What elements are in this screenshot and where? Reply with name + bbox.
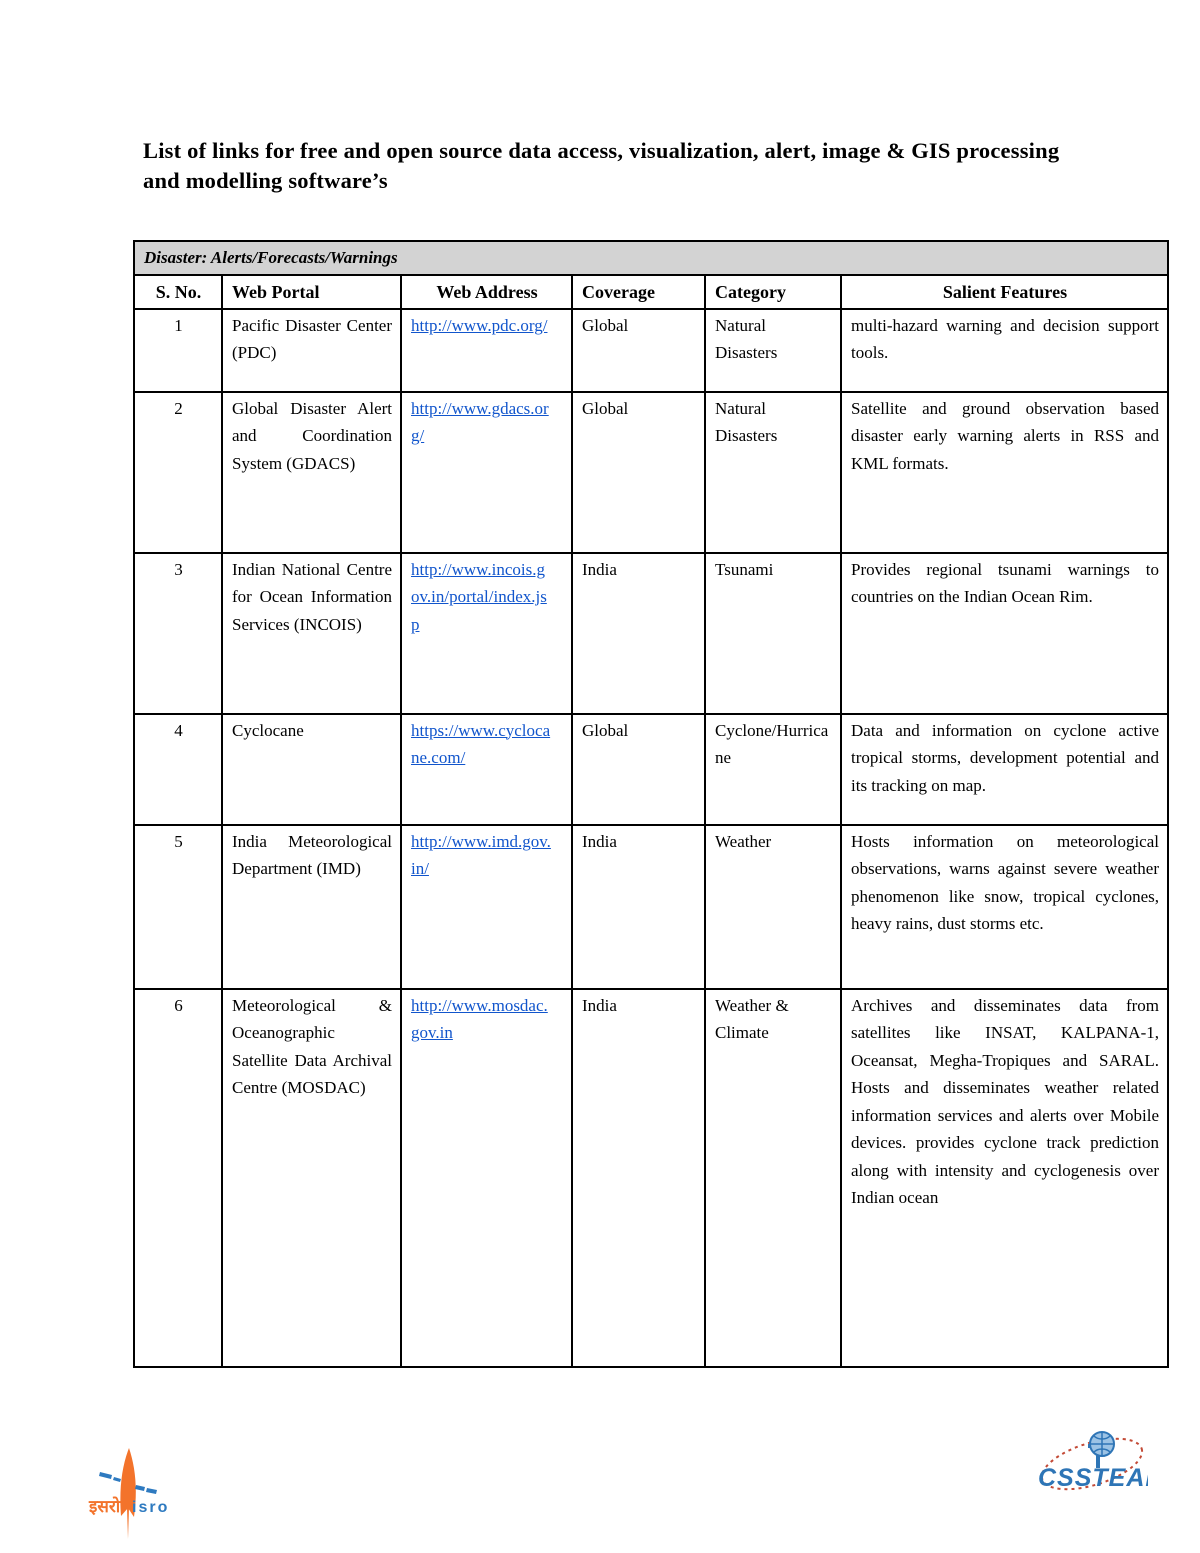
isro-latin-text: isro (132, 1499, 168, 1516)
cell-portal: Meteorological & Oceanographic Satellite… (221, 987, 402, 1368)
col-header-coverage: Coverage (571, 273, 706, 310)
col-header-portal: Web Portal (221, 273, 402, 310)
cell-address: http://www.gdacs.org/ (400, 390, 573, 554)
web-address-link[interactable]: http://www.mosdac.gov.in (411, 995, 548, 1043)
cell-coverage: India (571, 551, 706, 715)
cell-category: Natural Disasters (704, 307, 842, 393)
isro-hindi-text: इसरो (88, 1496, 121, 1516)
cell-category: Natural Disasters (704, 390, 842, 554)
table-row: 4 Cyclocane https://www.cyclocane.com/ G… (133, 712, 1169, 826)
web-address-link[interactable]: http://www.imd.gov.in/ (411, 831, 551, 879)
cell-sno: 3 (133, 551, 223, 715)
col-header-sno: S. No. (133, 273, 223, 310)
col-header-address: Web Address (400, 273, 573, 310)
cell-address: https://www.cyclocane.com/ (400, 712, 573, 826)
cell-features: Satellite and ground observation based d… (840, 390, 1169, 554)
cell-address: http://www.mosdac.gov.in (400, 987, 573, 1368)
links-table-container: Disaster: Alerts/Forecasts/Warnings S. N… (133, 240, 1169, 1368)
cell-coverage: India (571, 987, 706, 1368)
table-caption: Disaster: Alerts/Forecasts/Warnings (133, 240, 1169, 276)
cell-address: http://www.pdc.org/ (400, 307, 573, 393)
cell-coverage: India (571, 823, 706, 990)
isro-logo: इसरो isro (88, 1448, 168, 1539)
cell-category: Cyclone/Hurricane (704, 712, 842, 826)
cell-sno: 4 (133, 712, 223, 826)
cell-category: Weather (704, 823, 842, 990)
table-row: 5 India Meteorological Department (IMD) … (133, 823, 1169, 990)
cell-address: http://www.imd.gov.in/ (400, 823, 573, 990)
page-title: List of links for free and open source d… (143, 138, 1060, 193)
cell-address: http://www.incois.gov.in/portal/index.js… (400, 551, 573, 715)
cell-portal: Cyclocane (221, 712, 402, 826)
cell-portal: Pacific Disaster Center (PDC) (221, 307, 402, 393)
cell-coverage: Global (571, 390, 706, 554)
cell-sno: 5 (133, 823, 223, 990)
table-row: 1 Pacific Disaster Center (PDC) http://w… (133, 307, 1169, 393)
table-row: 2 Global Disaster Alert and Coordination… (133, 390, 1169, 554)
links-table: Disaster: Alerts/Forecasts/Warnings S. N… (133, 240, 1169, 1368)
cell-category: Tsunami (704, 551, 842, 715)
isro-rocket-flame-icon (127, 1508, 129, 1539)
isro-satellite-panels-icon (99, 1472, 157, 1494)
cssteap-text: CSSTEAP (1038, 1464, 1148, 1492)
cell-category: Weather & Climate (704, 987, 842, 1368)
cell-sno: 1 (133, 307, 223, 393)
cell-features: Archives and disseminates data from sate… (840, 987, 1169, 1368)
web-address-link[interactable]: http://www.gdacs.org/ (411, 398, 549, 446)
col-header-category: Category (704, 273, 842, 310)
cssteap-globe-icon (1088, 1431, 1115, 1468)
cssteap-orbit-icon (1040, 1437, 1144, 1491)
cell-features: Hosts information on meteorological obse… (840, 823, 1169, 990)
cell-features: Provides regional tsunami warnings to co… (840, 551, 1169, 715)
cssteap-logo: CSSTEAP (1038, 1431, 1148, 1492)
cell-sno: 2 (133, 390, 223, 554)
cell-coverage: Global (571, 307, 706, 393)
table-row: 3 Indian National Centre for Ocean Infor… (133, 551, 1169, 715)
web-address-link[interactable]: http://www.incois.gov.in/portal/index.js… (411, 559, 547, 634)
cell-features: Data and information on cyclone active t… (840, 712, 1169, 826)
cell-features: multi-hazard warning and decision suppor… (840, 307, 1169, 393)
web-address-link[interactable]: http://www.pdc.org/ (411, 315, 548, 335)
cell-portal: India Meteorological Department (IMD) (221, 823, 402, 990)
col-header-features: Salient Features (840, 273, 1169, 310)
table-caption-row: Disaster: Alerts/Forecasts/Warnings (133, 240, 1169, 276)
isro-rocket-icon (120, 1448, 136, 1517)
cell-portal: Indian National Centre for Ocean Informa… (221, 551, 402, 715)
web-address-link[interactable]: https://www.cyclocane.com/ (411, 720, 551, 768)
table-row: 6 Meteorological & Oceanographic Satelli… (133, 987, 1169, 1368)
table-header-row: S. No. Web Portal Web Address Coverage C… (133, 273, 1169, 310)
cell-sno: 6 (133, 987, 223, 1368)
cell-portal: Global Disaster Alert and Coordination S… (221, 390, 402, 554)
cell-coverage: Global (571, 712, 706, 826)
